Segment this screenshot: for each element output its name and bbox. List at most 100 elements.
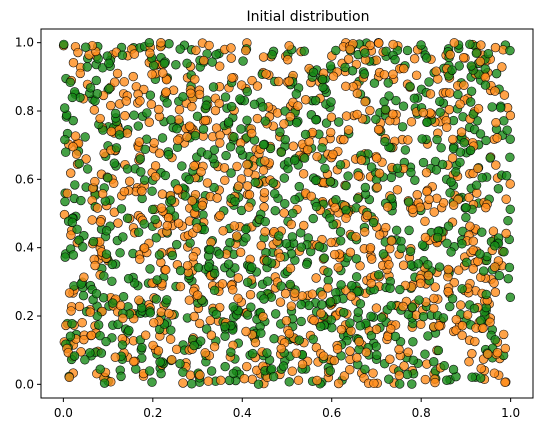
scatter-point-series-2-906 xyxy=(475,249,485,259)
scatter-point-series-2-982 xyxy=(326,315,336,325)
scatter-point-series-2-888 xyxy=(103,173,113,183)
scatter-point-series-2-859 xyxy=(503,215,513,226)
scatter-point-series-1-685 xyxy=(453,265,464,275)
scatter-point-series-1-963 xyxy=(227,73,237,83)
scatter-point-series-1-967 xyxy=(250,337,261,348)
scatter-point-series-2-692 xyxy=(308,334,318,344)
x-axis: 0.0 0.2 0.4 0.6 0.8 1.0 xyxy=(54,398,520,420)
scatter-point-series-1-486 xyxy=(501,228,511,239)
scatter-point-series-1-828 xyxy=(206,330,217,340)
scatter-point-series-1-892 xyxy=(408,204,418,215)
scatter-point-series-2-4 xyxy=(70,180,80,190)
scatter-point-series-2-471 xyxy=(220,331,230,341)
scatter-point-series-2-782 xyxy=(122,213,133,223)
scatter-point-series-1-579 xyxy=(465,221,475,231)
scatter-point-series-2-523 xyxy=(380,104,391,115)
scatter-point-series-1-652 xyxy=(485,317,495,328)
scatter-point-series-2-901 xyxy=(162,295,172,305)
scatter-point-series-1-407 xyxy=(280,288,291,299)
scatter-point-series-2-682 xyxy=(341,205,351,215)
scatter-point-series-1-978 xyxy=(284,41,294,51)
scatter-point-series-2-912 xyxy=(175,265,186,276)
scatter-point-series-1-981 xyxy=(394,370,405,381)
scatter-point-series-2-843 xyxy=(420,349,430,359)
scatter-point-series-2-693 xyxy=(276,281,286,291)
scatter-point-series-1-107 xyxy=(505,179,515,189)
scatter-point-series-2-786 xyxy=(396,243,407,254)
scatter-point-series-2-449 xyxy=(242,115,252,125)
scatter-point-series-1-277 xyxy=(411,70,422,80)
scatter-point-series-1-979 xyxy=(195,370,205,380)
scatter-point-series-1-767 xyxy=(276,343,286,354)
scatter-point-series-2-721 xyxy=(384,374,394,384)
scatter-point-series-2-814 xyxy=(259,294,269,304)
scatter-point-series-2-562 xyxy=(432,134,442,145)
scatter-point-series-1-91 xyxy=(81,154,91,164)
scatter-point-series-2-598 xyxy=(80,355,90,365)
scatter-point-series-2-997 xyxy=(142,108,152,118)
scatter-point-series-1-312 xyxy=(343,54,354,64)
scatter-point-series-1-914 xyxy=(491,160,501,170)
scatter-point-series-2-700 xyxy=(260,216,270,227)
scatter-point-series-1-835 xyxy=(247,128,257,139)
scatter-point-series-1-961 xyxy=(326,112,337,122)
scatter-point-series-2-909 xyxy=(157,133,168,143)
scatter-point-series-1-674 xyxy=(328,71,339,82)
scatter-point-series-1-838 xyxy=(189,161,199,171)
scatter-point-series-1-796 xyxy=(323,283,333,293)
scatter-point-series-2-33 xyxy=(308,213,318,224)
scatter-point-series-2-886 xyxy=(278,361,289,371)
scatter-point-series-2-913 xyxy=(360,48,370,58)
scatter-point-series-2-959 xyxy=(193,262,204,273)
scatter-point-series-2-599 xyxy=(326,97,336,107)
scatter-point-series-2-930 xyxy=(285,279,295,290)
scatter-point-series-1-957 xyxy=(216,375,226,386)
scatter-point-series-2-882 xyxy=(101,249,112,259)
scatter-point-series-2-335 xyxy=(60,252,70,262)
scatter-point-series-1-534 xyxy=(87,215,97,225)
x-tick-label-0: 0.0 xyxy=(54,406,73,420)
scatter-point-series-2-737 xyxy=(258,140,269,150)
scatter-point-series-2-923 xyxy=(446,177,456,187)
scatter-point-series-2-616 xyxy=(211,309,222,320)
scatter-point-series-1-988 xyxy=(388,39,398,50)
scatter-point-series-1-439 xyxy=(68,142,78,152)
scatter-point-series-2-468 xyxy=(384,91,394,101)
scatter-point-series-1-355 xyxy=(191,45,201,56)
scatter-point-series-1-165 xyxy=(501,194,511,204)
scatter-point-series-1-396 xyxy=(430,282,440,292)
scatter-point-series-1-230 xyxy=(66,230,76,240)
scatter-point-series-2-818 xyxy=(445,188,455,198)
scatter-point-series-2-877 xyxy=(235,94,245,104)
scatter-point-series-1-222 xyxy=(252,113,263,124)
scatter-point-series-2-809 xyxy=(406,167,416,178)
scatter-point-series-2-796 xyxy=(137,342,147,353)
y-tick-label-4: 0.8 xyxy=(15,104,34,118)
scatter-point-series-1-916 xyxy=(200,115,211,126)
scatter-point-series-1-977 xyxy=(70,131,81,141)
scatter-point-series-2-414 xyxy=(269,334,279,344)
y-axis: 0.0 0.2 0.4 0.6 0.8 1.0 xyxy=(15,36,41,391)
x-tick-label-3: 0.6 xyxy=(322,406,341,420)
scatter-point-series-1-789 xyxy=(163,213,174,223)
scatter-point-series-2-924 xyxy=(156,368,166,379)
scatter-point-series-1-970 xyxy=(386,324,396,334)
scatter-point-series-1-929 xyxy=(235,247,246,258)
scatter-point-series-1-903 xyxy=(285,111,295,122)
scatter-point-series-1-854 xyxy=(343,125,354,135)
scatter-point-series-2-784 xyxy=(320,163,330,174)
scatter-point-series-2-963 xyxy=(91,288,102,299)
scatter-point-series-2-651 xyxy=(187,379,197,389)
scatter-point-series-2-884 xyxy=(395,379,405,389)
scatter-point-series-2-231 xyxy=(377,313,387,323)
scatter-point-series-1-684 xyxy=(403,347,413,357)
scatter-point-series-2-910 xyxy=(386,300,396,311)
scatter-point-series-1-666 xyxy=(77,317,87,328)
scatter-point-series-1-545 xyxy=(490,86,500,96)
scatter-point-series-2-916 xyxy=(366,311,376,322)
scatter-point-series-2-6 xyxy=(129,110,139,120)
scatter-point-series-2-871 xyxy=(407,379,417,389)
scatter-point-series-1-382 xyxy=(68,58,79,68)
scatter-point-series-1-688 xyxy=(500,377,510,388)
scatter-point-series-1-517 xyxy=(381,222,391,233)
